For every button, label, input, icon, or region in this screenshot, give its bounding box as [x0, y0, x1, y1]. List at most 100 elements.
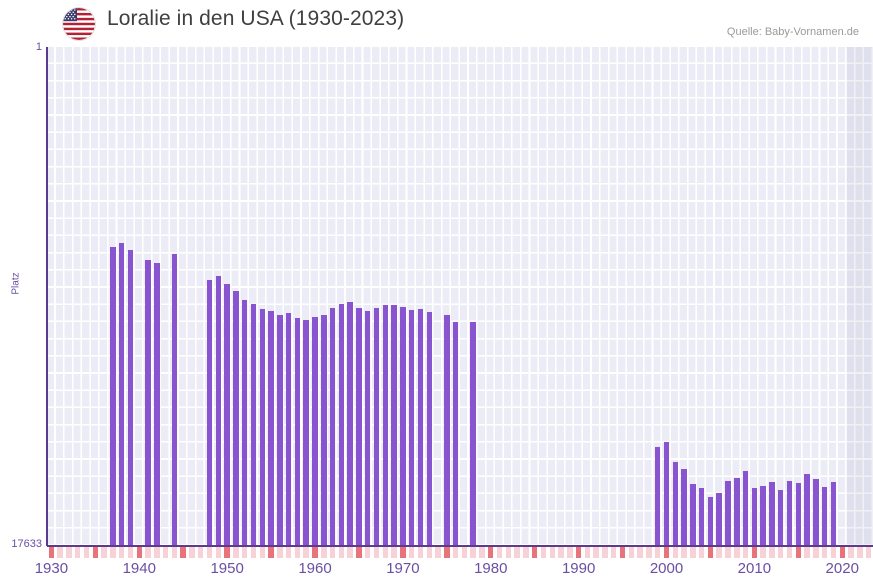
x-tick-1976 — [452, 547, 459, 558]
x-tick-2001 — [672, 547, 678, 558]
x-tick-1998 — [646, 547, 652, 558]
x-tick-1932 — [66, 547, 72, 558]
bar-1951[interactable] — [233, 290, 239, 546]
x-tick-1996 — [628, 547, 635, 558]
bar-1948[interactable] — [206, 280, 213, 546]
x-tick-1942 — [154, 547, 160, 558]
x-tick-2014 — [786, 547, 793, 558]
x-tick-1953 — [250, 547, 257, 558]
x-tick-2021 — [848, 547, 854, 558]
bar-2008[interactable] — [734, 477, 740, 546]
bar-2002[interactable] — [681, 468, 687, 546]
bar-2003[interactable] — [690, 484, 696, 546]
bar-1944[interactable] — [171, 254, 178, 546]
bar-2013[interactable] — [778, 489, 784, 546]
x-tick-1947 — [198, 547, 204, 558]
x-tick-1971 — [408, 547, 415, 558]
x-tick-2007 — [725, 547, 731, 558]
x-tick-1970 — [400, 547, 406, 558]
bar-1978[interactable] — [470, 322, 476, 546]
bar-2001[interactable] — [672, 462, 678, 546]
bar-1955[interactable] — [268, 311, 274, 546]
x-tick-2020 — [839, 547, 845, 558]
bar-1973[interactable] — [426, 312, 432, 546]
bar-1976[interactable] — [452, 321, 459, 546]
bar-1961[interactable] — [321, 315, 327, 546]
bar-2014[interactable] — [786, 480, 793, 546]
x-tick-1973 — [426, 547, 432, 558]
x-tick-2004 — [698, 547, 705, 558]
x-tick-1931 — [57, 547, 63, 558]
x-tick-1979 — [479, 547, 485, 558]
bar-1975[interactable] — [444, 314, 450, 546]
x-tick-1954 — [259, 547, 265, 558]
bar-2009[interactable] — [742, 471, 749, 546]
bar-1965[interactable] — [356, 308, 362, 546]
x-tick-1958 — [294, 547, 301, 558]
x-tick-1956 — [277, 547, 283, 558]
bar-1939[interactable] — [127, 250, 134, 546]
x-tick-1997 — [637, 547, 643, 558]
bar-1950[interactable] — [224, 284, 230, 546]
bar-1958[interactable] — [294, 317, 301, 546]
bar-1963[interactable] — [338, 303, 345, 546]
bar-2000[interactable] — [663, 441, 670, 546]
bar-1972[interactable] — [417, 309, 424, 546]
bar-2010[interactable] — [751, 487, 758, 546]
bar-1959[interactable] — [303, 320, 309, 546]
bar-1970[interactable] — [400, 307, 406, 546]
bar-2006[interactable] — [716, 492, 722, 546]
bar-1966[interactable] — [365, 311, 371, 546]
bar-1952[interactable] — [241, 299, 248, 546]
bar-2017[interactable] — [813, 479, 819, 546]
x-tick-1937 — [110, 547, 116, 558]
x-tick-1972 — [417, 547, 424, 558]
bar-1969[interactable] — [391, 304, 397, 546]
x-tick-1939 — [127, 547, 134, 558]
bar-2007[interactable] — [725, 481, 731, 546]
bar-1968[interactable] — [382, 305, 389, 546]
bar-2016[interactable] — [804, 474, 810, 546]
bar-1967[interactable] — [373, 308, 380, 546]
bar-2018[interactable] — [821, 486, 828, 546]
x-tick-1992 — [593, 547, 599, 558]
bar-1971[interactable] — [408, 310, 415, 546]
x-axis-label-1990: 1990 — [561, 560, 596, 577]
bar-2005[interactable] — [707, 496, 714, 546]
x-tick-2010 — [751, 547, 758, 558]
x-tick-1934 — [83, 547, 90, 558]
bar-1953[interactable] — [250, 303, 257, 546]
bar-2011[interactable] — [760, 486, 766, 546]
bar-1962[interactable] — [329, 307, 336, 546]
bar-1964[interactable] — [347, 301, 353, 546]
x-axis-line — [47, 545, 873, 547]
x-tick-2017 — [813, 547, 819, 558]
bar-1942[interactable] — [154, 263, 160, 546]
y-axis-tick-bottom: 17633 — [11, 538, 42, 550]
x-tick-2005 — [707, 547, 714, 558]
x-tick-1944 — [171, 547, 178, 558]
x-tick-1968 — [382, 547, 389, 558]
x-axis-label-1930: 1930 — [34, 560, 69, 577]
bar-1999[interactable] — [654, 446, 661, 546]
bar-2004[interactable] — [698, 488, 705, 546]
bar-1937[interactable] — [110, 247, 116, 546]
bar-2015[interactable] — [795, 482, 802, 546]
bar-1956[interactable] — [277, 315, 283, 546]
bar-2019[interactable] — [830, 482, 837, 546]
bar-1941[interactable] — [145, 259, 151, 546]
bar-1949[interactable] — [215, 275, 222, 546]
x-tick-1990 — [575, 547, 582, 558]
bar-1960[interactable] — [312, 317, 318, 546]
bar-2012[interactable] — [769, 482, 775, 546]
x-tick-1995 — [619, 547, 626, 558]
x-tick-1948 — [206, 547, 213, 558]
x-tick-2008 — [734, 547, 740, 558]
bar-1954[interactable] — [259, 308, 265, 546]
bar-1957[interactable] — [285, 313, 292, 546]
x-axis-label-1950: 1950 — [210, 560, 244, 577]
x-tick-1999 — [654, 547, 661, 558]
x-tick-1984 — [523, 547, 529, 558]
bar-1938[interactable] — [118, 243, 125, 546]
